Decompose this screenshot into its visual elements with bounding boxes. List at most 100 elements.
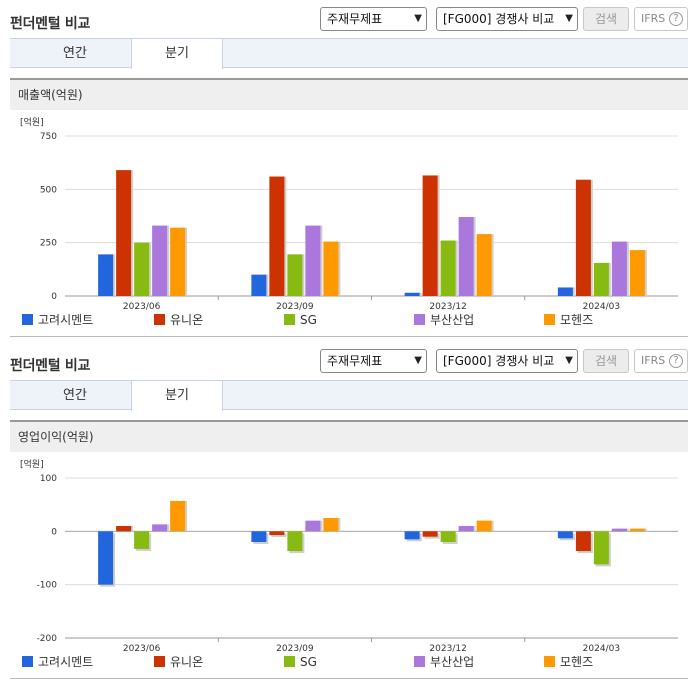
y-tick-label: 100 xyxy=(40,474,57,484)
legend-swatch xyxy=(154,314,165,325)
bar xyxy=(287,531,303,552)
bar xyxy=(575,179,591,296)
legend-swatch xyxy=(414,314,425,325)
bar xyxy=(476,520,492,532)
legend-swatch xyxy=(414,656,425,667)
legend-item[interactable]: 부산산업 xyxy=(414,655,474,669)
bar xyxy=(287,254,303,296)
bar xyxy=(422,531,438,537)
help-icon: ? xyxy=(669,12,683,26)
bar xyxy=(557,531,573,539)
ifrs-button[interactable]: IFRS ? xyxy=(634,349,688,373)
legend-item[interactable]: 유니온 xyxy=(154,655,203,669)
bar xyxy=(134,531,150,549)
operating-profit-chart: [억원] 100 0 -100 -200 2023/06 2023/09 2023/12 202… xyxy=(20,458,678,652)
fundamental-panel-revenue: 펀더멘털 비교 주재무제표 ▼ [FG000] 경쟁사 비교 ▼ 검색 IFRS… xyxy=(0,0,696,337)
bar xyxy=(152,225,168,296)
x-tick-label: 2024/03 xyxy=(583,302,620,310)
y-tick-label: 0 xyxy=(51,292,57,302)
legend-item[interactable]: 모헨즈 xyxy=(544,655,593,669)
x-tick-label: 2023/12 xyxy=(429,302,466,310)
statement-select-value: 주재무제표 xyxy=(327,354,383,368)
legend-item[interactable]: SG xyxy=(284,655,317,669)
peer-group-select[interactable]: [FG000] 경쟁사 비교 ▼ xyxy=(436,7,578,31)
ifrs-button[interactable]: IFRS ? xyxy=(634,7,688,31)
bar xyxy=(269,176,285,296)
bar xyxy=(611,241,627,296)
statement-select[interactable]: 주재무제표 ▼ xyxy=(320,349,427,373)
bar xyxy=(269,531,285,536)
help-icon: ? xyxy=(669,354,683,368)
bar xyxy=(170,227,186,296)
legend-swatch xyxy=(154,656,165,667)
panel-header: 펀더멘털 비교 주재무제표 ▼ [FG000] 경쟁사 비교 ▼ 검색 IFRS… xyxy=(0,0,696,38)
divider xyxy=(10,336,688,337)
tab-annual[interactable]: 연간 xyxy=(63,388,87,403)
tab-annual[interactable]: 연간 xyxy=(63,46,87,61)
bar xyxy=(422,175,438,296)
chevron-down-icon: ▼ xyxy=(565,13,573,24)
legend-label: SG xyxy=(300,313,317,327)
bar xyxy=(305,520,321,532)
peer-group-select-value: [FG000] 경쟁사 비교 xyxy=(443,12,555,26)
bar xyxy=(116,526,132,532)
x-tick-label: 2023/06 xyxy=(123,302,161,310)
bar xyxy=(251,531,267,542)
y-tick-label: -200 xyxy=(37,634,58,644)
period-tabs: 연간 분기 xyxy=(10,38,688,69)
bar xyxy=(116,170,132,296)
legend-item[interactable]: SG xyxy=(284,313,317,327)
y-tick-label: 250 xyxy=(40,239,57,249)
revenue-chart: [억원] 0 250 500 750 2023/06 2023/09 2023/12 2024/… xyxy=(20,116,678,310)
chart-legend: 고려시멘트 유니온 SG 부산산업 모헨즈 xyxy=(22,313,670,329)
legend-item[interactable]: 유니온 xyxy=(154,313,203,327)
legend-item[interactable]: 모헨즈 xyxy=(544,313,593,327)
peer-group-select[interactable]: [FG000] 경쟁사 비교 ▼ xyxy=(436,349,578,373)
legend-item[interactable]: 고려시멘트 xyxy=(22,313,93,327)
legend-item[interactable]: 고려시멘트 xyxy=(22,655,93,669)
bar xyxy=(323,518,339,532)
legend-label: 유니온 xyxy=(170,313,204,327)
legend-label: 유니온 xyxy=(170,655,204,669)
search-button[interactable]: 검색 xyxy=(583,349,629,373)
y-tick-label: -100 xyxy=(37,581,58,591)
chevron-down-icon: ▼ xyxy=(414,13,422,24)
x-tick-label: 2023/06 xyxy=(123,644,161,652)
period-tabs: 연간 분기 xyxy=(10,380,688,411)
legend-label: 모헨즈 xyxy=(560,655,594,669)
chevron-down-icon: ▼ xyxy=(414,355,422,366)
legend-swatch xyxy=(22,314,33,325)
bar xyxy=(404,292,420,296)
legend-swatch xyxy=(544,656,555,667)
bar xyxy=(305,225,321,296)
bar xyxy=(629,528,645,532)
x-tick-label: 2023/09 xyxy=(276,302,314,310)
bar xyxy=(593,262,609,296)
statement-select[interactable]: 주재무제표 ▼ xyxy=(320,7,427,31)
unit-label: [억원] xyxy=(20,458,44,470)
bar xyxy=(98,254,114,296)
statement-select-value: 주재무제표 xyxy=(327,12,383,26)
y-tick-label: 0 xyxy=(51,527,57,537)
panel-title: 펀더멘털 비교 xyxy=(10,358,91,374)
section-title: 영업이익(억원) xyxy=(10,420,688,452)
tab-quarterly[interactable]: 분기 xyxy=(131,381,223,411)
bar xyxy=(440,531,456,542)
bar xyxy=(170,500,186,532)
legend-swatch xyxy=(284,314,295,325)
x-tick-label: 2023/12 xyxy=(429,644,466,652)
legend-item[interactable]: 부산산업 xyxy=(414,313,474,327)
legend-label: SG xyxy=(300,655,317,669)
divider xyxy=(10,678,688,679)
tab-quarterly[interactable]: 분기 xyxy=(131,39,223,69)
bar xyxy=(611,528,627,532)
fundamental-panel-operating-profit: 펀더멘털 비교 주재무제표 ▼ [FG000] 경쟁사 비교 ▼ 검색 IFRS… xyxy=(0,342,696,684)
legend-label: 모헨즈 xyxy=(560,313,594,327)
ifrs-label: IFRS xyxy=(641,12,666,25)
legend-swatch xyxy=(284,656,295,667)
bar xyxy=(476,234,492,296)
bar xyxy=(557,287,573,296)
bar xyxy=(134,242,150,296)
bar xyxy=(593,531,609,565)
search-button[interactable]: 검색 xyxy=(583,7,629,31)
